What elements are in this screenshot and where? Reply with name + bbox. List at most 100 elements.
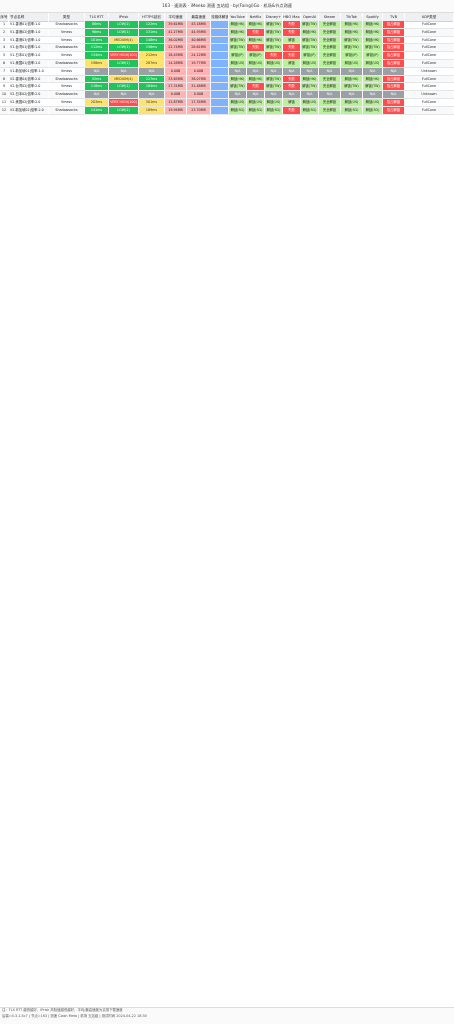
cell-max-speed: 40.66MB <box>187 36 211 44</box>
cell-iprisk: LOW(1) <box>109 59 139 67</box>
cell-tls-rtt: 92ms <box>85 75 109 83</box>
cell-streaming <box>211 52 229 59</box>
cell-youtube: N/A <box>229 91 247 98</box>
cell-index: 10 <box>0 91 9 98</box>
cell-spotify: 解锁(HK) <box>363 21 383 28</box>
cell-https-latency: 189ms <box>139 106 165 114</box>
cell-openai: 解锁(US) <box>301 98 319 106</box>
cell-max-speed: 43.18MB <box>187 21 211 28</box>
cell-index: 6 <box>0 59 9 67</box>
cell-tls-rtt: 112ms <box>85 44 109 52</box>
cell-openai: 解锁(US) <box>301 59 319 67</box>
page-title: 163 · 速测表 · iMeeko 测速 五站组 · by(Faingi)Go… <box>0 0 454 13</box>
cell-youtube: 解锁(US) <box>229 98 247 106</box>
cell-openai: 解锁(JP) <box>301 52 319 59</box>
cell-netflix: 解锁(JP) <box>247 52 265 59</box>
footer-line-1: 注：TLS RTT 越低越好，IPrisk 风险值越低越好，平均/最高速度为实测… <box>2 1008 123 1012</box>
cell-disney: 解锁(TW) <box>265 83 283 91</box>
header-youtube: YouTube <box>229 13 247 21</box>
cell-tvb: 独占解锁 <box>383 59 405 67</box>
cell-spotify: N/A <box>363 67 383 75</box>
cell-tvb: 独占解锁 <box>383 75 405 83</box>
header-https: HTTPS延迟 <box>139 13 165 21</box>
cell-netflix: N/A <box>247 91 265 98</box>
cell-name: V2-日本02|倍率:2.0 <box>9 91 49 98</box>
cell-iprisk: MEDIUM(4) <box>109 75 139 83</box>
table-row: 10 V2-日本02|倍率:2.0 Shadowsocks N/A N/A N/A 0.00… <box>0 91 454 99</box>
cell-name: V1-美国01|倍率:1.0 <box>9 59 49 67</box>
cell-avg-speed: 22.74MB <box>165 44 187 52</box>
header-avg-speed: 平均速度 <box>165 13 187 21</box>
cell-steam: 完全解锁 <box>319 21 341 28</box>
header-netflix: Netflix <box>247 13 265 21</box>
cell-disney: 失败 <box>265 52 283 59</box>
cell-youtube: 解锁(HK) <box>229 21 247 28</box>
cell-avg-speed: 27.31MB <box>165 83 187 91</box>
cell-udp-type: FullCone <box>405 83 454 91</box>
cell-tvb: 独占解锁 <box>383 52 405 59</box>
table-row: 6 V1-美国01|倍率:1.0 Shadowsocks 198ms LOW(1) 287… <box>0 59 454 68</box>
cell-openai: 解锁(HK) <box>301 28 319 36</box>
cell-openai: 解锁(TW) <box>301 83 319 91</box>
header-streaming: 流媒体解锁 <box>211 13 229 21</box>
cell-hbo: 解锁 <box>283 59 301 67</box>
cell-netflix: 解锁(HK) <box>247 75 265 83</box>
table-row: 7 V1-新加坡01|倍率:1.0 Vmess N/A N/A N/A 0.00B 0.00B… <box>0 67 454 76</box>
cell-tiktok: 解锁(HK) <box>341 28 363 36</box>
cell-youtube: N/A <box>229 67 247 75</box>
table-row: 2 V1-香港02|倍率:1.0 Vmess 96ms LOW(1) 131ms 41.27… <box>0 28 454 37</box>
cell-spotify: 解锁(US) <box>363 98 383 106</box>
cell-disney: 解锁(US) <box>265 98 283 106</box>
cell-tvb: 独占解锁 <box>383 106 405 114</box>
cell-avg-speed: 14.28MB <box>165 59 187 67</box>
cell-spotify: 解锁(JP) <box>363 52 383 59</box>
cell-index: 7 <box>0 67 9 75</box>
cell-spotify: 解锁(SG) <box>363 106 383 114</box>
cell-tls-rtt: 88ms <box>85 21 109 28</box>
table-row: 9 V2-台湾02|倍率:2.0 Vmess 118ms LOW(1) 164ms 27.3… <box>0 83 454 92</box>
header-index: 序号 <box>0 13 9 21</box>
cell-https-latency: 131ms <box>139 28 165 36</box>
cell-spotify: 解锁(HK) <box>363 28 383 36</box>
cell-avg-speed: 0.00B <box>165 91 187 98</box>
cell-type: Shadowsocks <box>49 59 85 67</box>
cell-tvb: 独占解锁 <box>383 36 405 44</box>
cell-disney: N/A <box>265 67 283 75</box>
cell-index: 5 <box>0 52 9 59</box>
cell-udp-type: FullCone <box>405 44 454 52</box>
cell-tvb: 独占解锁 <box>383 28 405 36</box>
cell-max-speed: 17.35MB <box>187 98 211 106</box>
cell-streaming <box>211 67 229 75</box>
cell-openai: 解锁(TW) <box>301 44 319 52</box>
cell-avg-speed: 19.94MB <box>165 106 187 114</box>
cell-https-latency: N/A <box>139 67 165 75</box>
cell-max-speed: 28.61MB <box>187 44 211 52</box>
cell-netflix: 失败 <box>247 44 265 52</box>
cell-type: Shadowsocks <box>49 91 85 98</box>
cell-avg-speed: 12.87MB <box>165 98 187 106</box>
cell-iprisk: LOW(1) <box>109 21 139 28</box>
footer-line-2: 后端=4.3.1-5c7 | 节点=163 | 测速 Clash Meta | … <box>2 1013 147 1018</box>
header-openai: OpenAI <box>301 13 319 21</box>
cell-tiktok: 解锁(US) <box>341 59 363 67</box>
header-disney: Disney+ <box>265 13 283 21</box>
cell-youtube: 解锁(HK) <box>229 28 247 36</box>
cell-udp-type: FullCone <box>405 21 454 28</box>
cell-type: Shadowsocks <box>49 44 85 52</box>
cell-netflix: 失败 <box>247 28 265 36</box>
cell-tiktok: 解锁(TW) <box>341 36 363 44</box>
cell-index: 8 <box>0 75 9 83</box>
cell-iprisk: N/A <box>109 67 139 75</box>
cell-openai: 解锁(SG) <box>301 106 319 114</box>
cell-disney: 解锁(TW) <box>265 44 283 52</box>
cell-youtube: 解锁(TW) <box>229 36 247 44</box>
cell-tls-rtt: 118ms <box>85 83 109 91</box>
cell-streaming <box>211 83 229 91</box>
cell-avg-speed: 33.65MB <box>165 75 187 83</box>
result-rows: 1 V1-香港01|倍率:1.0 Shadowsocks 88ms LOW(1) 122m… <box>0 21 454 1007</box>
cell-https-latency: 148ms <box>139 36 165 44</box>
cell-max-speed: 31.48MB <box>187 83 211 91</box>
table-row: 12 V2-新加坡02|倍率:2.0 Shadowsocks 141ms LOW(1) 1… <box>0 106 454 115</box>
cell-hbo: N/A <box>283 91 301 98</box>
cell-netflix: 解锁(US) <box>247 98 265 106</box>
